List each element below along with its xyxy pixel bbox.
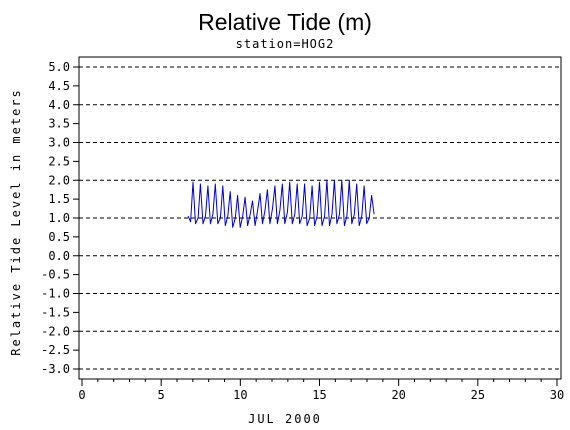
y-tick-label-0: 5.0: [48, 60, 70, 74]
x-tick-label-6: 30: [550, 388, 564, 402]
y-tick-label-7: 1.5: [48, 192, 70, 206]
chart-subtitle: station=HOG2: [236, 37, 335, 51]
gridlines: [79, 66, 561, 370]
x-axis: 0 5 10 15 20 25 30: [78, 379, 564, 402]
y-tick-label-3: 3.5: [48, 117, 70, 131]
y-tick-label-2: 4.0: [48, 98, 70, 112]
x-tick-label-4: 20: [391, 388, 405, 402]
x-tick-label-5: 25: [471, 388, 485, 402]
y-tick-label-6: 2.0: [48, 173, 70, 187]
y-axis: 5.0 4.5 4.0 3.5 3.0 2.5 2.0 1.5 1.0 0.5 0.0 -0.5 -1.…: [41, 57, 80, 379]
series-layer: [187, 179, 375, 228]
chart-title: Relative Tide (m): [198, 9, 372, 35]
y-tick-label-4: 3.0: [48, 136, 70, 150]
x-tick-label-1: 5: [158, 388, 165, 402]
y-tick-label-8: 1.0: [48, 211, 70, 225]
y-tick-label-9: 0.5: [48, 230, 70, 244]
y-tick-label-10: 0.0: [48, 249, 70, 263]
x-axis-label: JUL 2000: [248, 412, 322, 426]
y-tick-label-1: 4.5: [48, 79, 70, 93]
y-tick-label-15: -2.5: [41, 343, 70, 357]
y-axis-label: Relative Tide Level in meters: [9, 88, 23, 356]
tide-series-line-0: [187, 179, 375, 228]
x-tick-label-0: 0: [78, 388, 85, 402]
x-tick-label-2: 10: [233, 388, 247, 402]
x-tick-label-3: 15: [312, 388, 326, 402]
y-tick-label-16: -3.0: [41, 362, 70, 376]
y-tick-label-11: -0.5: [41, 268, 70, 282]
y-tick-label-5: 2.5: [48, 154, 70, 168]
y-tick-label-14: -2.0: [41, 324, 70, 338]
y-tick-label-13: -1.5: [41, 305, 70, 319]
y-tick-label-12: -1.0: [41, 287, 70, 301]
